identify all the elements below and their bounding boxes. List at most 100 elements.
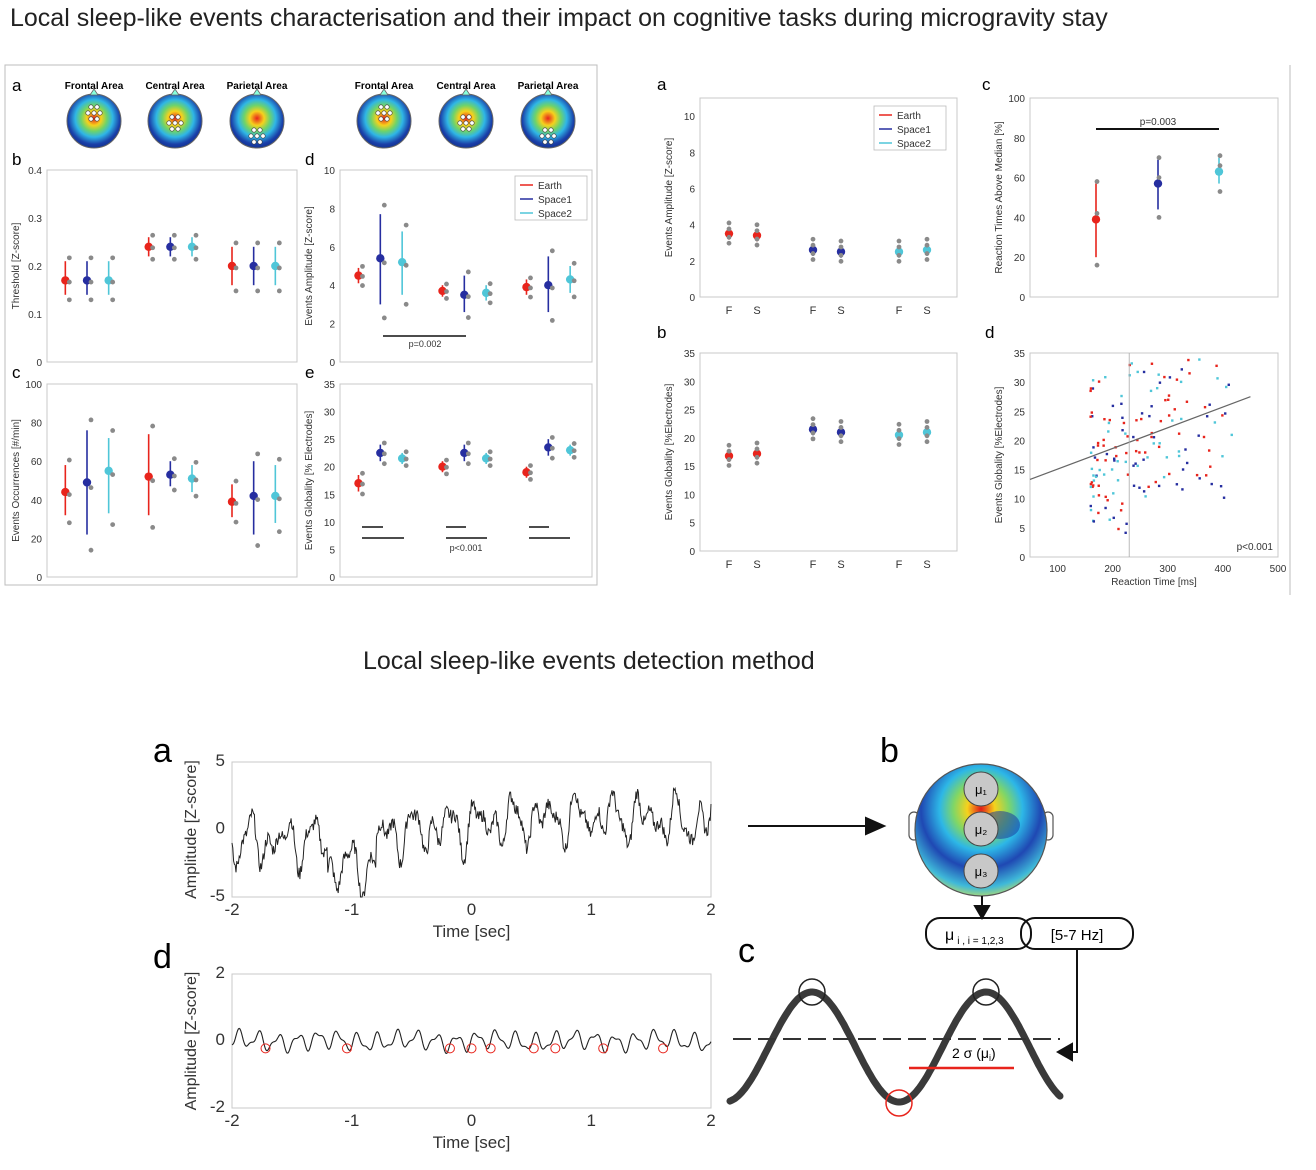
- globality-fs-chart-subject-point: [754, 454, 760, 460]
- amplitude-fs-chart-xtick: F: [726, 305, 733, 317]
- panel-letter-a2: a: [657, 75, 667, 94]
- globality-fs-chart-mean-point: [808, 425, 818, 434]
- globality-rt-chart-point: [1152, 442, 1155, 445]
- amplitude-fs-chart-legend-label: Earth: [897, 111, 921, 122]
- panel-letter-b2: b: [657, 323, 666, 342]
- area-label-parietal-2: Parietal Area: [518, 81, 579, 92]
- globality-rt-chart-point: [1113, 459, 1116, 462]
- signal-a-chart-ylabel: Amplitude [Z-score]: [183, 760, 200, 899]
- electrode-dot: [88, 116, 94, 122]
- threshold-chart-ytick: 0.4: [28, 166, 42, 177]
- occurrences-chart-subject-point: [255, 497, 261, 503]
- globality-rt-chart-point: [1173, 408, 1176, 411]
- signal-a-chart-ytick: -5: [210, 886, 225, 905]
- threshold-illustration: 2 σ (μi): [726, 978, 1064, 1117]
- globality-rt-chart-point: [1181, 468, 1185, 471]
- globality-fs-chart-subject-point: [924, 425, 930, 430]
- globality-rt-chart-point: [1130, 362, 1133, 365]
- threshold-chart-ylabel: Threshold [Z-score]: [11, 222, 22, 309]
- threshold-chart-subject-point: [150, 256, 156, 262]
- electrode-dot: [378, 116, 384, 122]
- globality-rt-chart-point: [1180, 417, 1183, 421]
- amplitude-area-chart-ylabel: Events Amplitude [Z-score]: [304, 206, 315, 326]
- globality-rt-chart-point: [1209, 465, 1212, 468]
- globality-rt-chart-point: [1089, 415, 1092, 418]
- threshold-chart-ytick: 0: [36, 358, 42, 369]
- reaction-median-chart-ytick: 100: [1008, 94, 1025, 105]
- globality-rt-chart-point: [1091, 387, 1095, 390]
- globality-rt-chart-ytick: 25: [1014, 407, 1026, 418]
- amplitude-area-chart-ytick: 0: [329, 358, 335, 369]
- amplitude-fs-chart-subject-point: [726, 240, 732, 246]
- globality-rt-chart-point: [1202, 435, 1206, 439]
- globality-rt-chart-point: [1195, 473, 1199, 477]
- globality-rt-chart-point: [1090, 411, 1094, 414]
- nose-icon: [379, 88, 389, 96]
- globality-rt-chart-point: [1094, 475, 1098, 478]
- amplitude-area-chart-subject-point: [571, 278, 577, 284]
- globality-fs-chart-subject-point: [896, 436, 902, 441]
- globality-fs-chart-axes: [699, 352, 958, 552]
- signal-d-chart-xtick: -1: [344, 1111, 359, 1130]
- globality-rt-chart-point: [1198, 358, 1201, 361]
- globality-rt-chart-point: [1171, 419, 1174, 422]
- amplitude-fs-chart-subject-point: [896, 252, 902, 258]
- globality-fs-chart-subject-point: [838, 419, 844, 424]
- globality-area-chart-subject-point: [360, 470, 365, 476]
- scalp-head: [229, 93, 285, 149]
- electrode-dot: [375, 110, 381, 116]
- threshold-chart-ytick: 0.2: [28, 262, 42, 273]
- electrode-dot: [251, 139, 257, 145]
- globality-fs-chart-mean-point: [752, 449, 762, 458]
- globality-area-chart-ytick: 20: [324, 463, 336, 474]
- occurrences-chart-mean-point: [249, 491, 258, 501]
- threshold-chart-subject-point: [171, 245, 177, 251]
- electrode-dot: [378, 104, 384, 110]
- electrode-dot: [260, 133, 266, 139]
- globality-rt-chart-point: [1124, 460, 1127, 464]
- globality-rt-chart-point: [1150, 435, 1153, 439]
- electrode-dot: [463, 120, 469, 126]
- globality-rt-chart-point: [1112, 516, 1115, 520]
- threshold-chart-ytick: 0.1: [28, 310, 42, 321]
- globality-area-chart-subject-point: [444, 464, 449, 470]
- amplitude-area-chart-legend-label: Earth: [538, 181, 562, 192]
- globality-rt-chart-point: [1089, 389, 1092, 393]
- amplitude-area-chart-subject-point: [465, 315, 471, 320]
- amplitude-fs-chart-subject-point: [810, 251, 816, 256]
- occurrences-chart-ytick: 80: [31, 419, 43, 430]
- electrode-dot: [175, 126, 181, 132]
- globality-rt-chart-point: [1181, 488, 1184, 491]
- globality-fs-chart-subject-point: [896, 442, 902, 447]
- globality-area-chart-subject-point: [528, 463, 533, 469]
- electrode-mu1-label: μ₁: [975, 782, 987, 797]
- signal-d-chart-trough-marker: [341, 1043, 352, 1054]
- amplitude-fs-chart-subject-point: [810, 257, 816, 262]
- nose-icon: [89, 88, 99, 96]
- amplitude-fs-chart-ytick: 0: [689, 293, 695, 304]
- electrode-dot: [257, 139, 263, 145]
- globality-rt-chart-point: [1144, 451, 1147, 454]
- area-label-parietal: Parietal Area: [227, 81, 288, 92]
- globality-area-chart-subject-point: [571, 454, 577, 460]
- nose-icon: [461, 88, 471, 96]
- globality-area-chart-subject-point: [360, 481, 365, 487]
- reaction-median-chart-subject-point: [1217, 189, 1223, 194]
- reaction-median-chart-subject-point: [1217, 153, 1223, 159]
- globality-area-chart-subject-point: [549, 445, 555, 451]
- amplitude-fs-chart-subject-point: [726, 234, 732, 240]
- method-title: Local sleep-like events detection method: [363, 647, 815, 675]
- threshold-chart-subject-point: [150, 245, 156, 251]
- occurrences-chart-subject-point: [255, 543, 261, 548]
- globality-area-chart-axes: [339, 383, 593, 578]
- globality-area-chart-ytick: 30: [324, 408, 336, 419]
- signal-a-chart-xtick: 0: [467, 900, 476, 919]
- electrode-dot: [548, 127, 554, 133]
- electrode-dot: [94, 104, 100, 110]
- electrode-dot: [384, 104, 390, 110]
- amplitude-fs-chart-mean-point: [836, 247, 846, 256]
- occurrences-chart-mean-point: [144, 472, 153, 481]
- signal-d-chart-xtick: 1: [587, 1111, 596, 1130]
- amplitude-fs-chart-legend-label: Space2: [897, 139, 931, 150]
- globality-rt-chart-point: [1104, 375, 1107, 379]
